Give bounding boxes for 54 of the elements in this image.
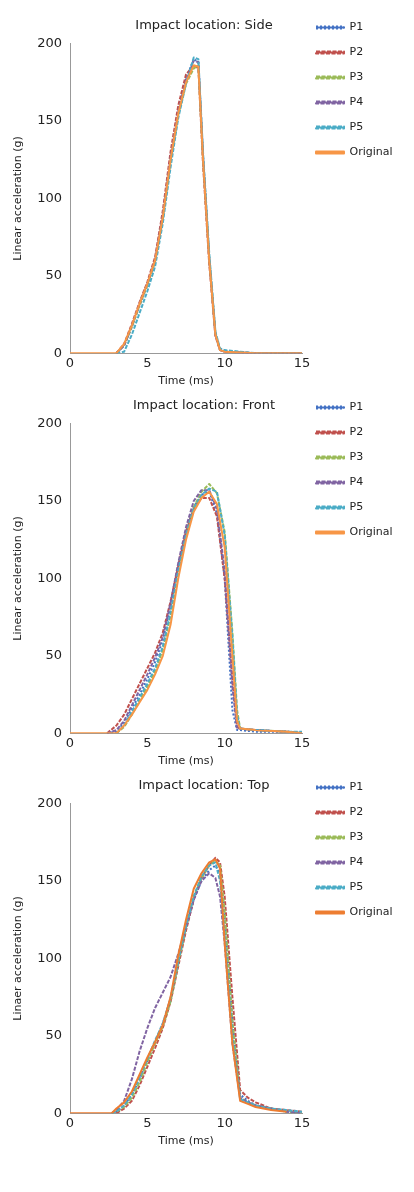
y-axis-title: Linaer acceleration (g) [11, 896, 25, 1021]
y-tick-label: 150 [37, 492, 63, 508]
y-axis-title: Linear acceleration (g) [11, 516, 25, 641]
x-tick-label: 10 [216, 355, 233, 371]
y-tick-label: 100 [37, 949, 63, 965]
legend-label: Original [349, 905, 393, 919]
x-tick-label: 15 [293, 1115, 311, 1131]
y-tick-label: 100 [37, 569, 63, 585]
legend-label: P4 [349, 475, 364, 489]
chart-title: Impact location: Side [135, 17, 273, 33]
y-tick-label: 100 [37, 189, 63, 205]
legend-label: Original [349, 145, 393, 159]
legend-label: P1 [349, 400, 364, 414]
y-tick-label: 0 [53, 724, 63, 740]
x-tick-label: 5 [143, 1115, 152, 1131]
y-tick-label: 0 [53, 344, 63, 360]
y-axis-title: Linear acceleration (g) [11, 136, 25, 261]
x-tick-label: 5 [143, 735, 152, 751]
x-tick-label: 10 [216, 735, 233, 751]
x-tick-label: 0 [65, 735, 75, 751]
legend-label: P4 [349, 95, 364, 109]
x-axis-title: Time (ms) [157, 754, 214, 768]
legend-label: P3 [349, 830, 364, 844]
x-tick-label: 5 [143, 355, 152, 371]
legend-label: P3 [349, 450, 364, 464]
x-tick-label: 0 [65, 1115, 75, 1131]
y-tick-label: 200 [37, 414, 63, 430]
chart-title: Impact location: Top [138, 777, 270, 793]
x-axis-title: Time (ms) [157, 1134, 214, 1148]
legend-label: P5 [349, 500, 364, 514]
x-axis-title: Time (ms) [157, 374, 214, 388]
legend-label: Original [349, 525, 393, 539]
y-tick-label: 150 [37, 872, 63, 888]
legend-label: P5 [349, 120, 364, 134]
legend-label: P2 [349, 45, 364, 59]
chart-title: Impact location: Front [132, 397, 276, 413]
legend-label: P4 [349, 855, 364, 869]
legend-label: P3 [349, 70, 364, 84]
y-tick-label: 200 [37, 34, 63, 50]
legend-label: P1 [349, 780, 364, 794]
legend-label: P2 [349, 425, 364, 439]
legend-label: P1 [349, 20, 364, 34]
legend-label: P5 [349, 880, 364, 894]
x-tick-label: 0 [65, 355, 75, 371]
y-tick-label: 50 [45, 647, 63, 663]
y-tick-label: 200 [37, 794, 63, 810]
y-tick-label: 50 [45, 1027, 63, 1043]
y-tick-label: 150 [37, 112, 63, 128]
x-tick-label: 15 [293, 355, 311, 371]
y-tick-label: 0 [53, 1104, 63, 1120]
legend-label: P2 [349, 805, 364, 819]
y-tick-label: 50 [45, 267, 63, 283]
x-tick-label: 10 [216, 1115, 233, 1131]
x-tick-label: 15 [293, 735, 311, 751]
